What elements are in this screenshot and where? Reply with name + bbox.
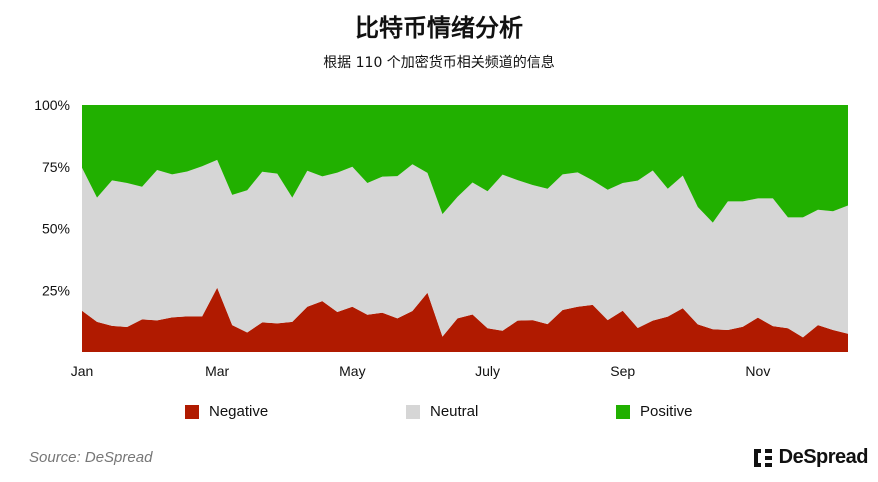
- despread-bracket-icon: [753, 448, 773, 468]
- despread-logo: DeSpread: [753, 446, 869, 469]
- legend-swatch-neutral: [406, 404, 420, 419]
- y-tick-label: 100%: [34, 97, 70, 113]
- legend-item-positive: Positive: [616, 403, 693, 420]
- logo-text: DeSpread: [778, 446, 869, 468]
- legend-swatch-positive: [616, 404, 630, 419]
- area-negative: [82, 287, 848, 352]
- source-note: Source: DeSpread: [29, 449, 153, 466]
- legend-item-neutral: Neutral: [406, 403, 478, 420]
- legend-label: Positive: [640, 403, 693, 420]
- legend-label: Neutral: [430, 403, 479, 420]
- legend-swatch-negative: [185, 404, 199, 419]
- x-tick-label: July: [475, 363, 500, 379]
- legend-item-negative: Negative: [185, 403, 268, 420]
- areas: [82, 105, 848, 352]
- x-tick-label: Nov: [745, 363, 770, 379]
- stacked-area-chart: 25% 50% 75% 100% Jan Mar May July Sep Nov: [34, 97, 848, 379]
- x-axis-ticks: Jan Mar May July Sep Nov: [71, 363, 771, 379]
- area-positive: [82, 105, 848, 223]
- y-tick-label: 50%: [42, 221, 70, 237]
- chart-title: 比特币情绪分析: [355, 14, 523, 42]
- legend: Negative Neutral Positive: [0, 403, 878, 423]
- legend-label: Negative: [209, 403, 269, 420]
- y-tick-label: 25%: [42, 282, 70, 298]
- y-tick-label: 75%: [42, 159, 70, 175]
- chart-subtitle: 根据 110 个加密货币相关频道的信息: [323, 55, 555, 71]
- x-tick-label: Mar: [205, 363, 229, 379]
- y-axis-ticks: 25% 50% 75% 100%: [34, 97, 70, 298]
- x-tick-label: Jan: [71, 363, 94, 379]
- x-tick-label: May: [339, 363, 365, 379]
- area-neutral: [82, 159, 848, 338]
- x-tick-label: Sep: [610, 363, 635, 379]
